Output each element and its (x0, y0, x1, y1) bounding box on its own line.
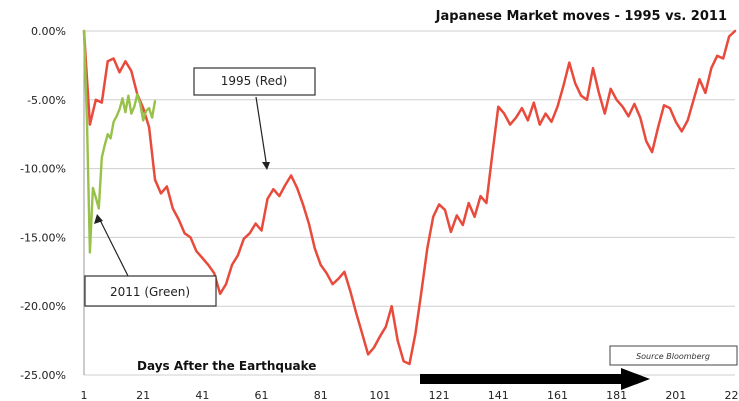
callout-2011: 2011 (Green) (84, 214, 217, 307)
callout-1995-box (193, 67, 316, 96)
x-tick-label: 41 (195, 389, 209, 401)
y-tick-label: -25.00% (20, 369, 66, 382)
x-tick-label: 81 (314, 389, 328, 401)
callout-2011-label: 2011 (Green) (110, 285, 190, 299)
y-tick-label: -15.00% (20, 231, 66, 244)
tick-layer: 0.00% -5.00% -10.00% -15.00% -20.00% -25.00% 1… (20, 25, 739, 401)
y-tick-label: -10.00% (20, 163, 66, 176)
y-tick-label: -20.00% (20, 300, 66, 313)
x-direction-arrow-shaft (420, 374, 625, 384)
x-tick-label: 221 (725, 389, 739, 401)
x-direction-arrow (420, 368, 650, 390)
series-layer (82, 29, 737, 366)
source-box: Source Bloomberg (609, 345, 738, 366)
x-tick-label: 101 (369, 389, 390, 401)
callout-1995-arrowhead (262, 162, 270, 170)
x-tick-label: 61 (255, 389, 269, 401)
x-direction-arrowhead (621, 368, 650, 390)
x-tick-label: 1 (81, 389, 88, 401)
y-tick-label: -5.00% (27, 94, 66, 107)
x-axis-caption: Days After the Earthquake (137, 359, 316, 373)
callout-2011-arrowhead (94, 214, 103, 224)
grid-layer (83, 30, 735, 376)
callout-1995: 1995 (Red) (193, 67, 316, 170)
x-tick-label: 141 (488, 389, 509, 401)
x-tick-label: 201 (665, 389, 686, 401)
callout-1995-arrow-line (255, 96, 268, 169)
callout-2011-box (84, 275, 217, 307)
series-2011-line (82, 29, 157, 254)
x-tick-label: 161 (547, 389, 568, 401)
y-tick-label: 0.00% (31, 25, 66, 38)
source-label: Source Bloomberg (636, 352, 710, 361)
x-tick-label: 121 (429, 389, 450, 401)
x-tick-label: 21 (136, 389, 150, 401)
chart-title: Japanese Market moves - 1995 vs. 2011 (435, 9, 727, 24)
series-1995-line (82, 29, 737, 366)
callout-2011-arrow-line (98, 217, 129, 277)
callout-1995-label: 1995 (Red) (221, 74, 288, 88)
x-tick-label: 181 (606, 389, 627, 401)
source-box-frame (609, 345, 738, 366)
